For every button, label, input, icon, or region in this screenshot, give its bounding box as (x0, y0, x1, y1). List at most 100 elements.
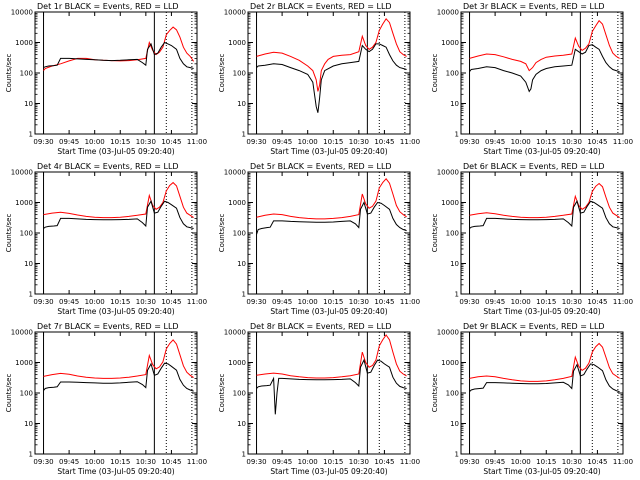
panel-det-9: Det 9r BLACK = Events, RED = LLD 09:30 09:… (431, 322, 633, 476)
lld-curve (43, 339, 194, 379)
x-tick-label: 10:15 (323, 298, 343, 306)
lld-curve (256, 334, 407, 379)
y-tick-label: 10 (24, 420, 33, 428)
y-tick-label: 10000 (437, 9, 459, 17)
x-tick-label: 09:45 (59, 298, 79, 306)
x-tick-label: 10:00 (85, 298, 105, 306)
y-tick-label: 10 (237, 260, 246, 268)
y-tick-label: 100 (233, 70, 246, 78)
y-tick-label: 1 (455, 131, 459, 139)
x-tick-label: 10:00 (511, 458, 531, 466)
y-tick-label: 1 (242, 451, 246, 459)
x-tick-label: 10:15 (110, 458, 130, 466)
x-axis-label: Start Time (03-Jul-05 09:20:40) (483, 467, 600, 476)
x-tick-label: 11:00 (187, 298, 207, 306)
y-tick-label: 1000 (441, 199, 459, 207)
y-tick-label: 10 (450, 260, 459, 268)
x-tick-label: 09:30 (459, 298, 479, 306)
x-tick-label: 11:00 (613, 298, 633, 306)
y-tick-label: 1 (455, 291, 459, 299)
lld-curve (256, 17, 407, 92)
x-tick-label: 11:00 (400, 458, 420, 466)
x-axis-label: Start Time (03-Jul-05 09:20:40) (270, 467, 387, 476)
x-tick-label: 09:30 (33, 298, 53, 306)
x-tick-label: 11:00 (613, 138, 633, 146)
y-tick-label: 1000 (15, 39, 33, 47)
x-axis-label: Start Time (03-Jul-05 09:20:40) (57, 307, 174, 316)
y-tick-label: 10000 (224, 329, 246, 337)
x-tick-label: 10:15 (110, 138, 130, 146)
plot-frame (460, 171, 624, 295)
x-tick-label: 10:30 (562, 138, 582, 146)
y-axis-label: Counts/sec (5, 54, 13, 93)
x-tick-label: 09:45 (485, 138, 505, 146)
y-axis-label: Counts/sec (431, 214, 439, 253)
panel-title: Det 8r BLACK = Events, RED = LLD (250, 322, 392, 331)
plot-frame (247, 11, 411, 135)
events-curve (43, 41, 194, 69)
x-tick-label: 09:45 (272, 138, 292, 146)
y-tick-label: 100 (446, 70, 459, 78)
x-tick-label: 10:00 (85, 458, 105, 466)
y-tick-label: 1000 (15, 359, 33, 367)
lld-curve (256, 178, 407, 220)
x-tick-label: 10:00 (511, 298, 531, 306)
panel-title: Det 6r BLACK = Events, RED = LLD (463, 162, 605, 171)
lld-curve (469, 19, 620, 72)
events-curve (256, 358, 407, 415)
y-tick-label: 10 (24, 100, 33, 108)
y-tick-label: 100 (446, 230, 459, 238)
x-tick-label: 09:30 (33, 458, 53, 466)
lld-curve (469, 342, 620, 382)
y-tick-label: 10000 (224, 169, 246, 177)
x-tick-label: 10:45 (161, 138, 181, 146)
panel-title: Det 1r BLACK = Events, RED = LLD (37, 2, 179, 11)
y-tick-label: 10000 (437, 329, 459, 337)
lld-curve (469, 182, 620, 219)
y-tick-label: 1 (29, 451, 33, 459)
events-curve (43, 199, 194, 229)
y-tick-label: 1 (29, 291, 33, 299)
x-axis-label: Start Time (03-Jul-05 09:20:40) (57, 467, 174, 476)
x-tick-label: 09:45 (59, 138, 79, 146)
y-tick-label: 100 (20, 70, 33, 78)
y-tick-label: 100 (20, 390, 33, 398)
x-tick-label: 10:30 (136, 298, 156, 306)
x-tick-label: 10:15 (536, 138, 556, 146)
x-tick-label: 10:45 (587, 138, 607, 146)
y-tick-label: 1000 (228, 39, 246, 47)
y-tick-label: 1000 (441, 39, 459, 47)
y-axis-label: Counts/sec (5, 374, 13, 413)
x-axis-label: Start Time (03-Jul-05 09:20:40) (483, 307, 600, 316)
plot-frame (247, 331, 411, 455)
panel-title: Det 2r BLACK = Events, RED = LLD (250, 2, 392, 11)
panel-title: Det 3r BLACK = Events, RED = LLD (463, 2, 605, 11)
events-curve (256, 43, 407, 113)
x-tick-label: 10:45 (161, 458, 181, 466)
x-axis-label: Start Time (03-Jul-05 09:20:40) (57, 147, 174, 156)
y-tick-label: 1000 (228, 359, 246, 367)
panel-title: Det 4r BLACK = Events, RED = LLD (37, 162, 179, 171)
y-tick-label: 10 (237, 420, 246, 428)
x-axis-label: Start Time (03-Jul-05 09:20:40) (483, 147, 600, 156)
x-tick-label: 09:30 (459, 458, 479, 466)
y-tick-label: 1 (29, 131, 33, 139)
y-axis-label: Counts/sec (218, 214, 226, 253)
x-tick-label: 10:00 (298, 458, 318, 466)
x-tick-label: 10:30 (562, 298, 582, 306)
x-tick-label: 09:30 (246, 138, 266, 146)
panel-det-7: Det 7r BLACK = Events, RED = LLD 09:30 09:… (5, 322, 207, 476)
panel-det-4: Det 4r BLACK = Events, RED = LLD 09:30 09:… (5, 162, 207, 316)
x-tick-label: 10:00 (85, 138, 105, 146)
panel-det-3: Det 3r BLACK = Events, RED = LLD 09:30 09:… (431, 2, 633, 156)
plot-frame (34, 11, 198, 135)
y-tick-label: 10000 (224, 9, 246, 17)
x-tick-label: 10:45 (374, 458, 394, 466)
x-tick-label: 11:00 (400, 138, 420, 146)
y-tick-label: 100 (233, 390, 246, 398)
x-tick-label: 10:45 (587, 298, 607, 306)
panel-title: Det 9r BLACK = Events, RED = LLD (463, 322, 605, 331)
panel-det-2: Det 2r BLACK = Events, RED = LLD 09:30 09:… (218, 2, 420, 156)
x-tick-label: 09:30 (459, 138, 479, 146)
